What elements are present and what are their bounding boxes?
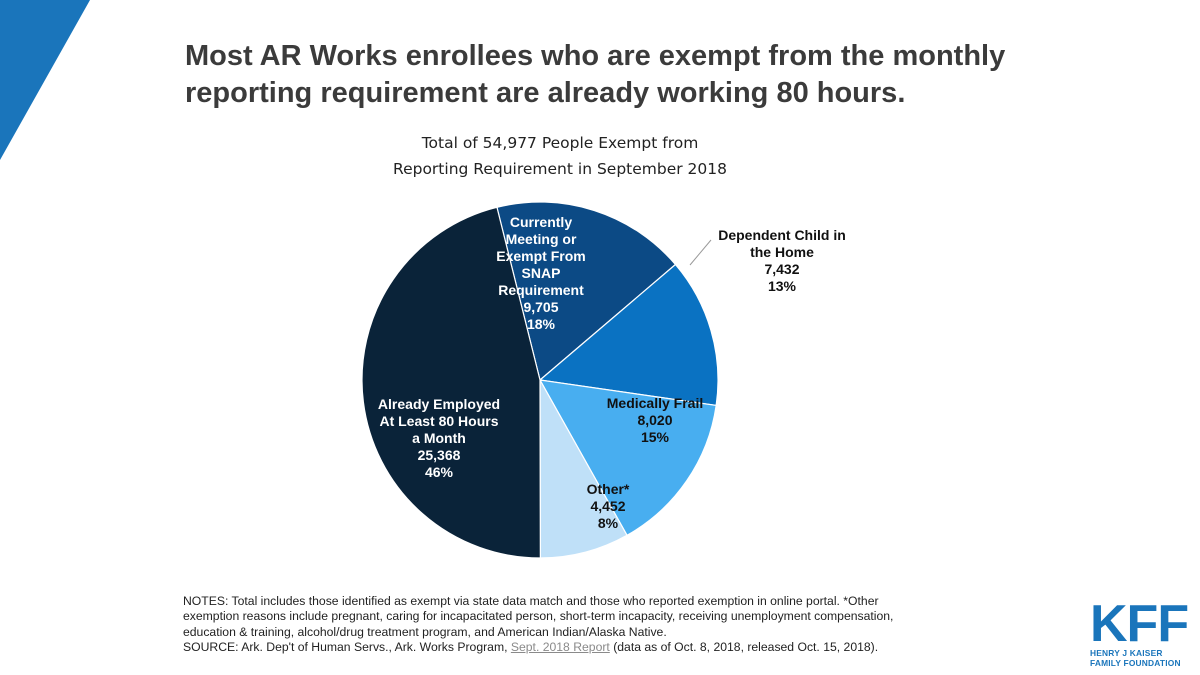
kff-logo: KFF HENRY J KAISER FAMILY FOUNDATION — [1090, 595, 1190, 668]
slice-label: Medically Frail 8,020 15% — [607, 395, 703, 445]
pie-slice — [539, 377, 628, 559]
notes-block: NOTES: Total includes those identified a… — [183, 594, 1003, 656]
source-report-link[interactable]: Sept. 2018 Report — [510, 640, 610, 655]
headline-line-1: Most AR Works enrollees who are exempt f… — [185, 40, 1006, 72]
headline: Most AR Works enrollees who are exempt f… — [185, 38, 1145, 112]
chart-title: Total of 54,977 People Exempt from Repor… — [300, 130, 820, 182]
logo-mark: KFF — [1090, 595, 1189, 653]
notes-line-2: exemption reasons include pregnant, cari… — [183, 609, 894, 624]
headline-line-2: reporting requirement are already workin… — [185, 77, 906, 109]
pie-slice — [496, 201, 677, 382]
pie-slice — [361, 206, 541, 559]
logo-line-2: FAMILY FOUNDATION — [1090, 658, 1181, 668]
source-line: SOURCE: Ark. Dep't of Human Servs., Ark.… — [183, 640, 1003, 655]
chart-title-line-1: Total of 54,977 People Exempt from — [421, 134, 699, 152]
notes-line-1: NOTES: Total includes those identified a… — [183, 594, 879, 608]
slice-label: Other* 4,452 8% — [587, 481, 630, 531]
notes-line-3: education & training, alcohol/drug treat… — [183, 624, 667, 639]
logo-line-1: HENRY J KAISER — [1090, 648, 1163, 658]
chart-title-line-2: Reporting Requirement in September 2018 — [393, 160, 727, 178]
slice-label: Dependent Child in the Home 7,432 13% — [718, 227, 846, 294]
source-suffix: (data as of Oct. 8, 2018, released Oct. … — [609, 640, 879, 655]
pie-slice — [538, 263, 719, 407]
corner-accent-shape — [0, 0, 90, 160]
source-prefix: SOURCE: Ark. Dep't of Human Servs., Ark.… — [183, 640, 511, 655]
slice-label: Already Employed At Least 80 Hours a Month… — [378, 396, 500, 480]
slice-label: Currently Meeting or Exempt From SNAP Requir… — [496, 214, 585, 332]
label-leader-line — [689, 239, 712, 266]
pie-slice — [538, 379, 717, 537]
